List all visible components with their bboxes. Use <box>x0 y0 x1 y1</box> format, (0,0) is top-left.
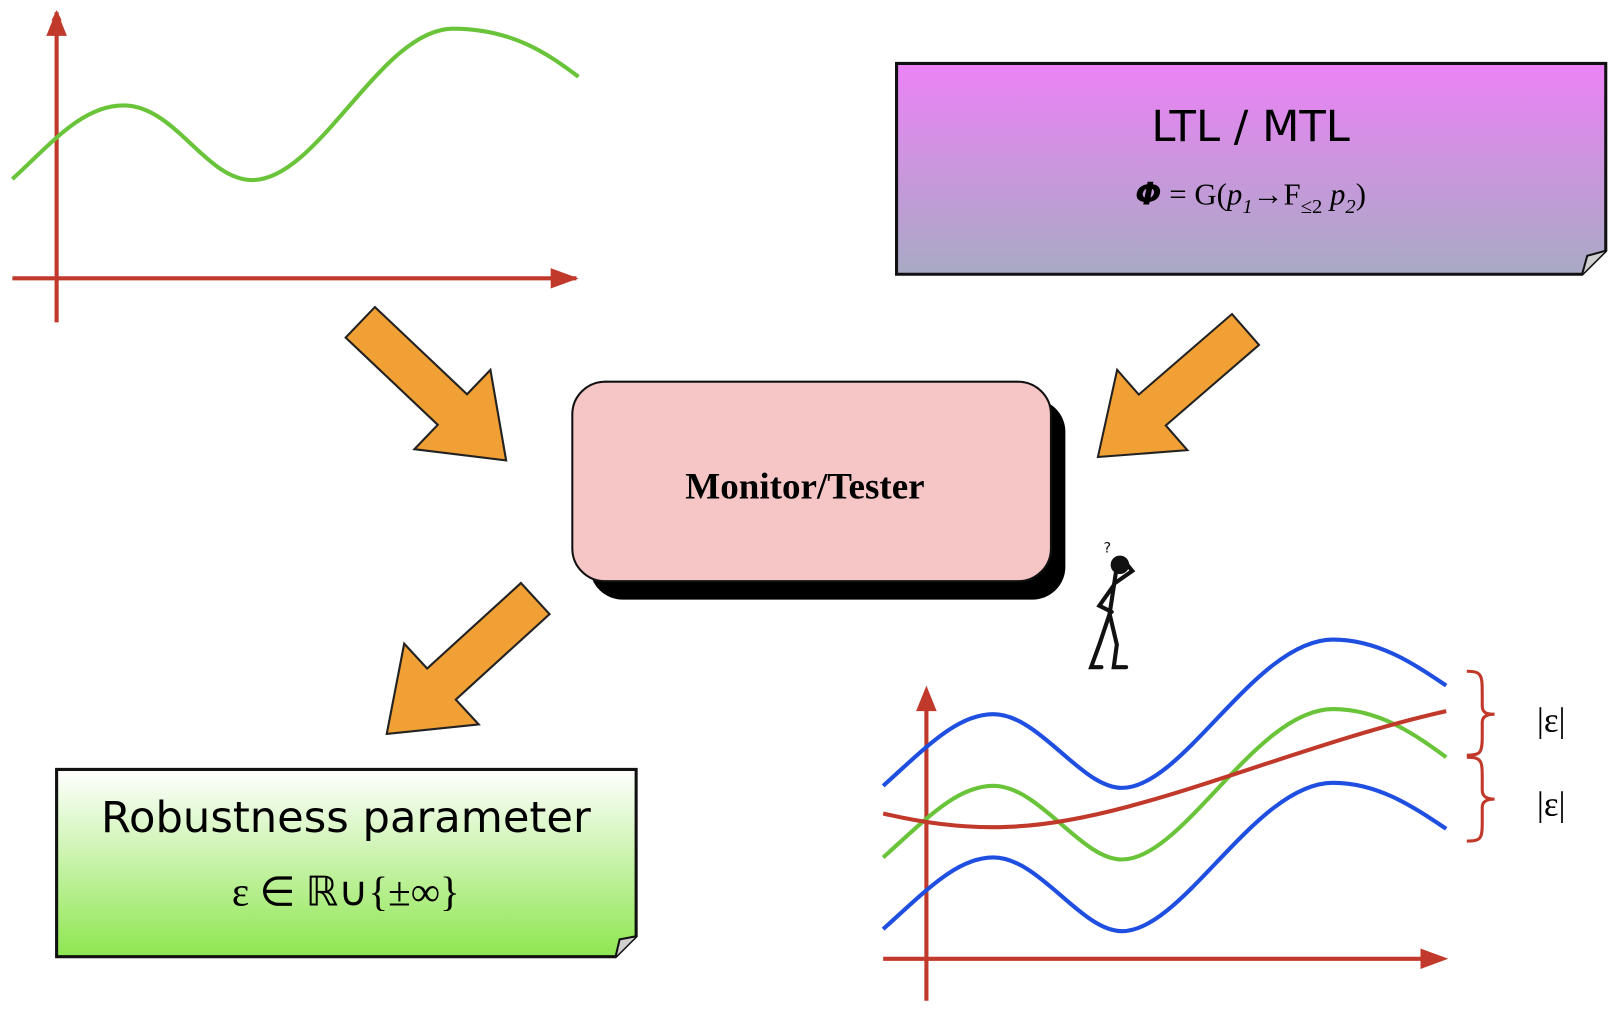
epsilon-label: |ε| <box>1537 701 1566 740</box>
formula-sub: 2 <box>1345 196 1355 218</box>
ltl-box: LTL / MTL Φ = G(p1→F≤2 p2) <box>897 63 1606 274</box>
monitor-box: Monitor/Tester <box>572 382 1065 600</box>
formula-part: = G( <box>1162 178 1227 212</box>
monitor-label: Monitor/Tester <box>685 465 924 506</box>
page: { "ltl_box": { "title": "LTL / MTL", "fo… <box>0 0 1614 1013</box>
robustness-title: Robustness parameter <box>101 793 591 843</box>
thinking-figure: ? <box>1091 541 1132 668</box>
formula-sub: 1 <box>1242 196 1252 218</box>
robustness-formula: ε ∈ ℝ∪{±∞} <box>232 869 460 915</box>
signal-chart <box>12 10 578 322</box>
formula-part: p <box>1322 178 1345 212</box>
tube-chart <box>883 640 1494 1001</box>
epsilon-label: |ε| <box>1537 785 1566 824</box>
question-mark: ? <box>1103 541 1111 557</box>
formula-part: ) <box>1356 178 1366 212</box>
formula-sub: ≤2 <box>1301 196 1323 218</box>
arrow <box>1063 289 1281 497</box>
robustness-box: Robustness parameter ε ∈ ℝ∪{±∞} <box>57 769 637 956</box>
ltl-title: LTL / MTL <box>1151 102 1349 152</box>
phi: Φ <box>1135 177 1161 213</box>
formula-part: p <box>1225 178 1242 212</box>
arrow <box>349 558 572 774</box>
formula-part: →F <box>1253 178 1301 212</box>
arrow <box>322 283 544 500</box>
diagram: LTL / MTL Φ = G(p1→F≤2 p2) Monitor/Teste… <box>0 0 1614 1013</box>
